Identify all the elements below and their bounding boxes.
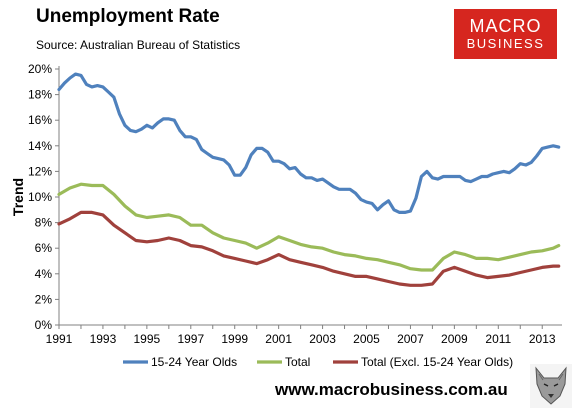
y-tick-label: 14% [28,139,52,153]
y-tick-label: 16% [28,113,52,127]
y-tick-label: 18% [28,88,52,102]
x-tick-label: 2001 [265,332,292,346]
legend-label: 15-24 Year Olds [151,355,237,369]
x-tick-label: 2009 [441,332,468,346]
x-tick-label: 2007 [397,332,424,346]
chart-title: Unemployment Rate [36,6,220,27]
x-tick-label: 1995 [134,332,161,346]
y-tick-label: 4% [35,267,53,281]
x-tick-label: 2011 [485,332,511,346]
x-tick-label: 2005 [353,332,380,346]
chart-source: Source: Australian Bureau of Statistics [36,38,241,52]
x-tick-label: 2013 [529,332,556,346]
series-line-3 [57,210,561,287]
x-tick-label: 1991 [46,332,73,346]
x-tick-label: 1993 [90,332,117,346]
y-tick-label: 8% [35,216,53,230]
legend-label: Total (Excl. 15-24 Year Olds) [361,355,513,369]
legend-label: Total [285,355,310,369]
logo-line-2: BUSINESS [466,36,545,51]
y-tick-label: 10% [28,190,52,204]
x-tick-label: 2003 [309,332,336,346]
x-tick-label: 1997 [177,332,204,346]
y-tick-label: 0% [35,318,53,332]
y-tick-label: 2% [35,292,53,306]
y-tick-label: 12% [28,164,52,178]
series-line-2 [57,182,561,272]
footer-url: www.macrobusiness.com.au [275,380,508,399]
y-tick-label: 6% [35,241,53,255]
y-tick-label: 20% [28,62,52,76]
series-line-1 [57,72,561,214]
logo-line-1: MACRO [469,16,542,36]
wolf-head-icon [530,364,572,408]
y-axis-label: Trend [10,178,26,216]
x-tick-label: 1999 [221,332,248,346]
macrobusiness-logo: MACRO BUSINESS [454,9,557,59]
